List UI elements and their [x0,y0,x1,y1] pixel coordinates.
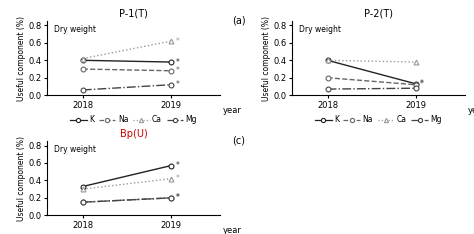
Text: *: * [175,66,179,75]
Text: *: * [420,80,424,89]
Text: year: year [223,227,242,234]
Title: P-1(T): P-1(T) [119,9,148,19]
Y-axis label: Useful component (%): Useful component (%) [262,16,271,101]
Text: (a): (a) [232,15,246,25]
Text: *: * [175,80,179,89]
Text: *: * [175,161,179,170]
Text: *: * [420,79,424,88]
Text: *: * [175,193,179,202]
Y-axis label: Useful component (%): Useful component (%) [17,16,26,101]
Text: Dry weight: Dry weight [55,145,96,154]
Text: *: * [175,174,179,183]
Text: Dry weight: Dry weight [299,25,341,34]
Text: *: * [175,58,179,66]
Text: *: * [175,193,179,202]
Text: year: year [468,106,474,115]
Text: *: * [175,37,179,46]
Title: Bp(U): Bp(U) [120,129,147,139]
Y-axis label: Useful component (%): Useful component (%) [17,136,26,221]
Legend: K, Na, Ca, Mg: K, Na, Ca, Mg [315,115,442,124]
Legend: K, Na, Ca, Mg: K, Na, Ca, Mg [70,115,197,124]
Text: (c): (c) [232,135,245,145]
Text: year: year [223,106,242,115]
Text: Dry weight: Dry weight [55,25,96,34]
Title: P-2(T): P-2(T) [364,9,393,19]
